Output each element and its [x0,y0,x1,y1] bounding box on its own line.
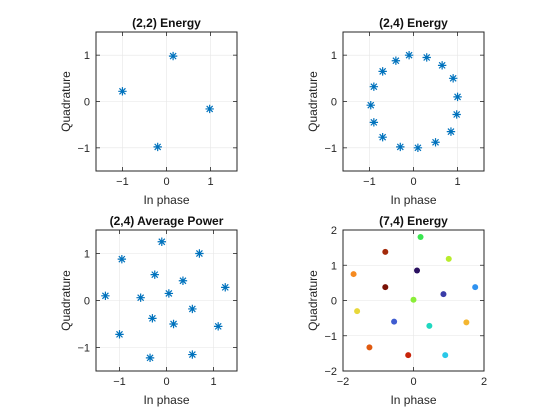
data-point-star [422,53,431,62]
x-tick-label: 0 [410,176,416,188]
x-tick-label: 0 [163,176,169,188]
subplot-title: (2,4) Average Power [110,214,224,228]
x-tick-label: 0 [163,376,169,388]
subplot-title: (2,2) Energy [132,16,201,30]
x-tick-label: 1 [210,376,216,388]
data-point-star [188,304,197,314]
y-tick-label: 0 [84,296,90,308]
x-tick-label: 2 [481,376,487,388]
subplot-1: −1 0 1 −1 0 1 (2,2) Energy In phase Quadrature [59,16,238,207]
y-tick-label: 1 [84,249,90,261]
data-point-dot [472,284,479,291]
y-tick-label: −1 [77,343,90,355]
data-point-star [452,110,461,119]
data-point-star [378,132,387,142]
data-point-dot [366,344,373,351]
data-point-star [157,237,166,246]
data-point-star [214,322,223,331]
data-point-dot [463,319,470,326]
y-tick-label: 1 [84,50,90,62]
data-point-star [369,118,379,127]
data-point-star [136,293,145,302]
data-point-dot [414,267,421,274]
axes-frame [342,229,485,372]
y-axis-label: Quadrature [59,71,73,132]
data-point-star [378,67,387,76]
data-point-star [145,353,155,363]
data-point-star [391,56,401,65]
data-point-star [153,142,162,152]
x-tick-label: −2 [337,376,350,388]
data-point-star [221,283,230,292]
data-point-dot [354,308,361,315]
data-point-star [404,50,414,60]
x-tick-label: −1 [116,176,129,188]
subplot-4: −2 0 2 −2 −1 0 1 2 (7,4) Energy In phase Quadratur… [306,214,487,407]
data-point-star [115,330,124,339]
y-tick-label: 0 [331,296,337,308]
data-point-star [431,138,440,147]
data-point-star [168,51,178,61]
data-point-star [413,143,423,153]
data-point-dot [382,284,389,291]
data-point-star [117,254,127,264]
data-point-star [178,276,188,285]
data-point-star [164,289,174,298]
data-point-star [169,319,178,329]
data-point-dot [445,255,452,262]
x-tick-label: 1 [455,176,461,188]
data-point-star [148,314,157,323]
data-point-star [195,249,204,258]
data-point-dot [440,291,447,298]
y-tick-label: −1 [324,331,337,343]
y-axis-label: Quadrature [59,270,73,331]
data-point-star [366,101,375,110]
x-tick-label: −1 [363,176,376,188]
y-tick-label: 0 [331,97,337,109]
data-point-star [150,270,159,279]
subplot-3: −1 0 1 −1 0 1 (2,4) Average Power In phase Quadr… [59,214,238,407]
data-point-star [369,82,379,91]
data-point-dot [391,318,398,325]
x-tick-label: 1 [208,176,214,188]
axes-frame [342,31,485,172]
data-point-star [118,87,127,96]
data-point-star [396,142,405,152]
data-point-dot [426,322,433,329]
data-point-star [205,104,214,114]
x-axis-label: In phase [143,193,189,207]
x-axis-label: In phase [143,393,189,407]
y-axis-label: Quadrature [306,71,320,132]
data-point-star [448,74,458,83]
x-tick-label: −1 [113,376,126,388]
data-point-dot [410,296,417,303]
subplot-2: −1 0 1 −1 0 1 (2,4) Energy In phase Quadrature [306,16,485,207]
x-tick-label: 0 [410,376,416,388]
data-point-star [101,291,110,300]
data-point-dot [442,352,449,359]
y-tick-label: −1 [77,143,90,155]
data-point-dot [350,271,357,278]
data-point-dot [382,248,389,255]
y-tick-label: 1 [331,260,337,272]
y-axis-label: Quadrature [306,270,320,331]
data-point-dot [417,234,424,241]
data-point-star [453,92,462,102]
data-point-star [446,127,456,136]
axes-frame [95,31,238,172]
y-tick-label: 2 [331,225,337,237]
subplot-title: (7,4) Energy [379,214,448,228]
data-point-star [437,61,447,70]
data-point-dot [405,352,412,359]
subplot-title: (2,4) Energy [379,16,448,30]
data-point-star [188,350,197,359]
y-tick-label: 0 [84,97,90,109]
y-tick-label: −1 [324,143,337,155]
y-tick-label: 1 [331,50,337,62]
axes-frame [95,229,238,372]
y-tick-label: −2 [324,366,337,378]
x-axis-label: In phase [390,393,436,407]
x-axis-label: In phase [390,193,436,207]
